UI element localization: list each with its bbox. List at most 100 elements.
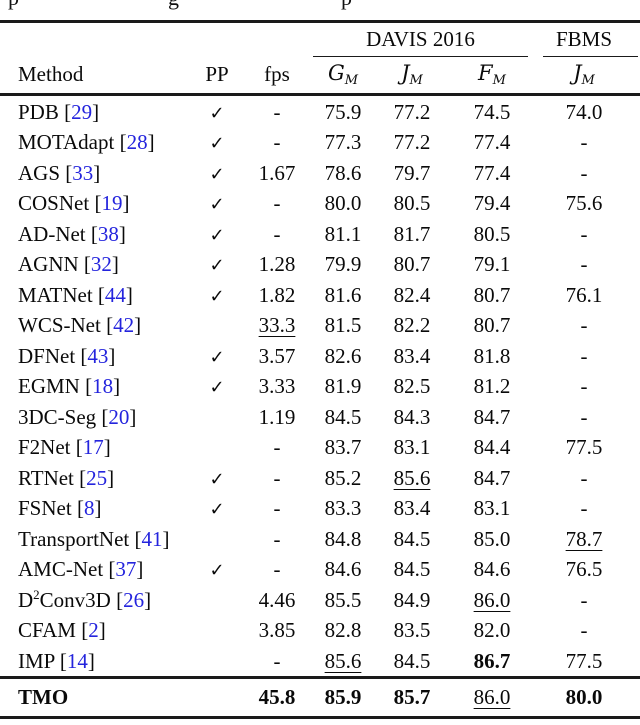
pp-cell: ✓ bbox=[192, 374, 242, 399]
checkmark-icon: ✓ bbox=[209, 560, 225, 582]
fbms-cell: 74.0 bbox=[565, 99, 603, 124]
g-cell: 83.3 bbox=[324, 496, 362, 521]
method-cell: FSNet [8] bbox=[18, 496, 102, 521]
fbms-cell: - bbox=[580, 465, 588, 490]
clipped-glyph: g bbox=[168, 0, 179, 11]
fbms-cell: - bbox=[580, 343, 588, 368]
j-cell: 80.5 bbox=[393, 191, 431, 216]
g-cell: 81.6 bbox=[324, 282, 362, 307]
method-cell: F2Net [17] bbox=[18, 435, 111, 460]
method-name: AGS bbox=[18, 160, 61, 185]
pp-cell: ✓ bbox=[192, 496, 242, 521]
f-cell: 84.4 bbox=[473, 435, 511, 460]
checkmark-icon: ✓ bbox=[209, 285, 225, 307]
checkmark-icon: ✓ bbox=[209, 102, 225, 124]
f-cell: 84.7 bbox=[473, 465, 511, 490]
metric-letter: F bbox=[478, 60, 493, 85]
citation-link[interactable]: 28 bbox=[126, 130, 148, 155]
table-row: FSNet [8] ✓ - 83.3 83.4 83.1 - bbox=[0, 494, 640, 525]
f-cell: 85.0 bbox=[473, 526, 511, 551]
method-name: MATNet bbox=[18, 282, 93, 307]
citation-link[interactable]: 38 bbox=[97, 221, 119, 246]
method-name: MOTAdapt bbox=[18, 130, 115, 155]
method-cell: MOTAdapt [28] bbox=[18, 130, 155, 155]
citation-link[interactable]: 17 bbox=[82, 435, 104, 460]
j-cell: 84.9 bbox=[393, 587, 431, 612]
checkmark-icon: ✓ bbox=[209, 224, 225, 246]
citation-link[interactable]: 41 bbox=[141, 526, 163, 551]
citation-link[interactable]: 2 bbox=[88, 618, 99, 643]
fbms-cmidrule bbox=[543, 56, 638, 58]
method-name: 3DC-Seg bbox=[18, 404, 97, 429]
citation-link[interactable]: 8 bbox=[83, 496, 95, 521]
column-header-row: Method PP fps GM JM FM JM bbox=[0, 59, 640, 90]
fps-cell: - bbox=[273, 465, 281, 490]
j-cell: 84.5 bbox=[393, 557, 431, 582]
checkmark-icon: ✓ bbox=[209, 163, 225, 185]
citation-link[interactable]: 18 bbox=[92, 374, 114, 399]
fps-cell: 1.19 bbox=[258, 404, 296, 429]
g-cell: 80.0 bbox=[324, 191, 362, 216]
g-cell: 85.2 bbox=[324, 465, 362, 490]
fbms-cell: - bbox=[580, 221, 588, 246]
g-cell: 81.5 bbox=[324, 313, 362, 338]
method-cell: IMP [14] bbox=[18, 648, 95, 673]
g-cell: 84.5 bbox=[324, 404, 362, 429]
fps-cell: - bbox=[273, 99, 281, 124]
fbms-cell: - bbox=[580, 160, 588, 185]
citation-link[interactable]: 32 bbox=[90, 252, 112, 277]
header-bottom-rule bbox=[0, 93, 640, 96]
j-cell: 80.7 bbox=[393, 252, 431, 277]
pp-cell: ✓ bbox=[192, 100, 242, 125]
j-metric-header: JM bbox=[374, 61, 450, 88]
table-bottom-rule bbox=[0, 716, 640, 719]
fps-cell: - bbox=[273, 526, 281, 551]
pre-tmo-rule bbox=[0, 676, 640, 679]
citation-link[interactable]: 37 bbox=[115, 557, 137, 582]
pp-cell: ✓ bbox=[192, 466, 242, 491]
fbms-cell: - bbox=[580, 130, 588, 155]
citation-link[interactable]: 43 bbox=[87, 343, 109, 368]
fps-cell: - bbox=[273, 221, 281, 246]
citation-link[interactable]: 33 bbox=[72, 160, 94, 185]
method-superscript: 2 bbox=[33, 586, 40, 602]
metric-subscript: M bbox=[581, 72, 595, 88]
fbms-cell: - bbox=[580, 404, 588, 429]
citation-link[interactable]: 25 bbox=[86, 465, 108, 490]
j-cell: 84.5 bbox=[393, 648, 431, 673]
method-name: WCS-Net bbox=[18, 313, 101, 338]
method-name: D bbox=[18, 587, 34, 612]
table-row: WCS-Net [42] 33.3 81.5 82.2 80.7 - bbox=[0, 311, 640, 342]
g-cell: 75.9 bbox=[324, 99, 362, 124]
f-cell: 74.5 bbox=[473, 99, 511, 124]
citation-link[interactable]: 26 bbox=[123, 587, 145, 612]
fbms-cell: - bbox=[580, 374, 588, 399]
j-cell: 83.5 bbox=[393, 618, 431, 643]
davis-group-header: DAVIS 2016 bbox=[366, 27, 475, 51]
citation-link[interactable]: 29 bbox=[71, 99, 93, 124]
table-row: RTNet [25] ✓ - 85.2 85.6 84.7 - bbox=[0, 463, 640, 494]
method-cell: CFAM [2] bbox=[18, 618, 106, 643]
f-cell: 84.7 bbox=[473, 404, 511, 429]
davis-cmidrule bbox=[313, 56, 528, 58]
citation-link[interactable]: 44 bbox=[104, 282, 126, 307]
g-cell: 81.1 bbox=[324, 221, 362, 246]
citation-link[interactable]: 19 bbox=[101, 191, 123, 216]
g-cell: 82.6 bbox=[324, 343, 362, 368]
citation-link[interactable]: 14 bbox=[66, 648, 88, 673]
metric-subscript: M bbox=[409, 72, 423, 88]
checkmark-icon: ✓ bbox=[209, 346, 225, 368]
f-cell: 77.4 bbox=[473, 130, 511, 155]
citation-link[interactable]: 20 bbox=[108, 404, 130, 429]
method-cell: 3DC-Seg [20] bbox=[18, 404, 137, 429]
f-cell: 80.7 bbox=[473, 313, 511, 338]
metric-subscript: M bbox=[492, 72, 506, 88]
method-name: AD-Net bbox=[18, 221, 86, 246]
citation-link[interactable]: 42 bbox=[113, 313, 135, 338]
table-row: TMO 45.8 85.9 85.7 86.0 80.0 bbox=[0, 679, 640, 715]
table-row: IMP [14] - 85.6 84.5 86.7 77.5 bbox=[0, 646, 640, 677]
fbms-cell: 77.5 bbox=[565, 648, 603, 673]
method-name: COSNet bbox=[18, 191, 90, 216]
method-name: Conv3D bbox=[39, 587, 111, 612]
